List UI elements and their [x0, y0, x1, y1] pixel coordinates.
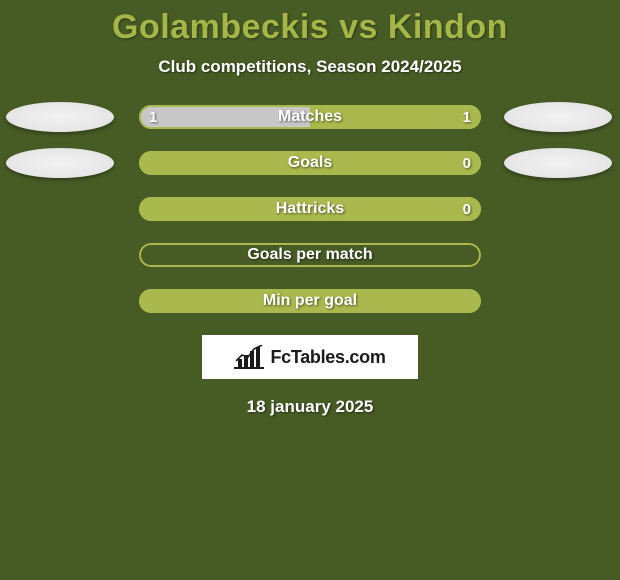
bar-label: Goals per match: [139, 243, 481, 267]
comparison-widget: Golambeckis vs Kindon Club competitions,…: [0, 0, 620, 580]
chart-icon: [234, 345, 264, 369]
page-title: Golambeckis vs Kindon: [0, 8, 620, 47]
comparison-row: 11Matches: [0, 105, 620, 129]
comparison-rows: 11Matches 0Goals 0Hattricks Goals per match…: [0, 105, 620, 313]
bar-label: Matches: [139, 105, 481, 129]
page-subtitle: Club competitions, Season 2024/2025: [0, 57, 620, 77]
player-right-ellipse: [504, 148, 612, 178]
comparison-row: Min per goal: [0, 289, 620, 313]
comparison-row: 0Hattricks: [0, 197, 620, 221]
stat-bar: 0Goals: [139, 151, 481, 175]
bar-label: Min per goal: [139, 289, 481, 313]
comparison-row: Goals per match: [0, 243, 620, 267]
stat-bar: Min per goal: [139, 289, 481, 313]
bar-label: Hattricks: [139, 197, 481, 221]
stat-bar: 11Matches: [139, 105, 481, 129]
footer-date: 18 january 2025: [0, 397, 620, 417]
branding-box: FcTables.com: [202, 335, 418, 379]
bar-label: Goals: [139, 151, 481, 175]
player-left-ellipse: [6, 148, 114, 178]
branding-text: FcTables.com: [270, 347, 385, 368]
comparison-row: 0Goals: [0, 151, 620, 175]
player-right-ellipse: [504, 102, 612, 132]
player-left-ellipse: [6, 102, 114, 132]
stat-bar: 0Hattricks: [139, 197, 481, 221]
stat-bar: Goals per match: [139, 243, 481, 267]
